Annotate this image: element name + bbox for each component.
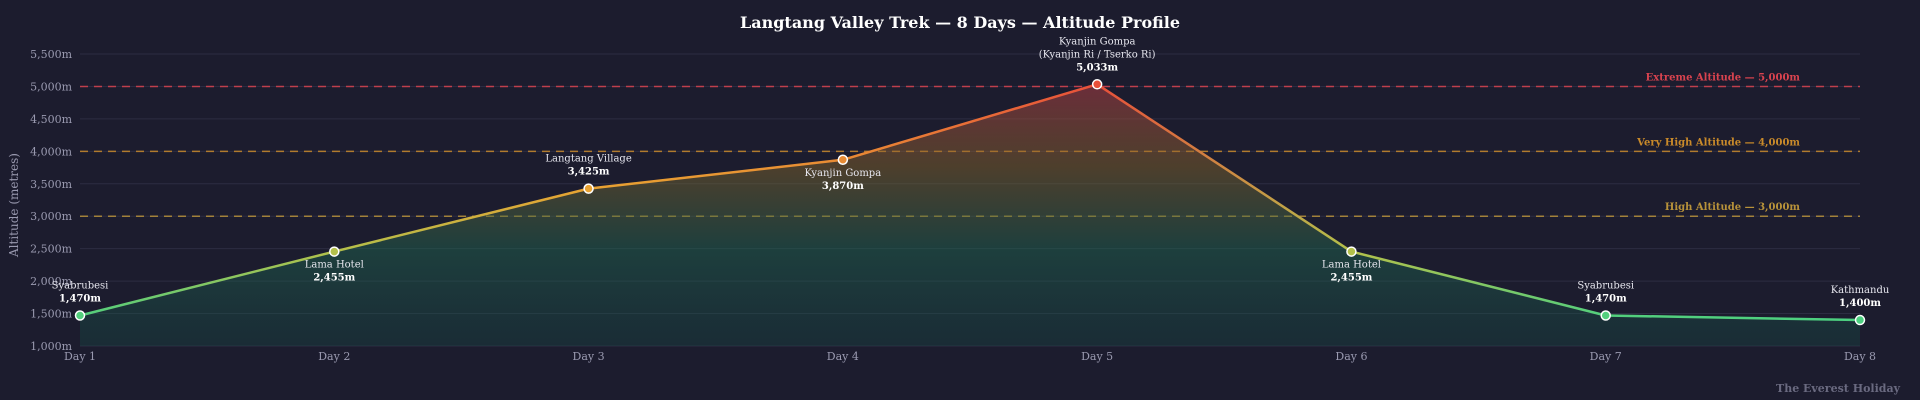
altitude-point	[74, 310, 86, 321]
point-altitude-label: 1,470m	[59, 294, 101, 305]
altitude-point	[583, 183, 594, 194]
x-tick-label: Day 1	[64, 350, 96, 363]
altitude-line-segment	[78, 250, 336, 317]
y-tick-label: 1,500m	[30, 308, 72, 321]
x-tick-label: Day 3	[573, 350, 605, 363]
reference-line-label: Very High Altitude — 4,000m	[1636, 137, 1800, 148]
altitude-point	[1346, 246, 1357, 257]
point-place-label: Kyanjin Gompa	[805, 168, 882, 179]
y-tick-label: 3,500m	[30, 178, 72, 191]
reference-line-label: High Altitude — 3,000m	[1665, 202, 1800, 213]
chart-title: Langtang Valley Trek — 8 Days — Altitude…	[740, 13, 1180, 32]
y-tick-label: 1,000m	[30, 340, 72, 353]
y-tick-label: 5,000m	[30, 80, 72, 93]
watermark: The Everest Holiday	[1776, 382, 1901, 395]
x-tick-label: Day 6	[1335, 350, 1367, 363]
y-tick-label: 5,500m	[30, 48, 72, 61]
altitude-line-segment	[841, 83, 1099, 162]
point-place-label: Lama Hotel	[1322, 260, 1381, 271]
x-tick-label: Day 4	[827, 350, 859, 363]
point-altitude-label: 5,033m	[1076, 62, 1118, 73]
point-place-label: Lama Hotel	[305, 260, 364, 271]
point-place-label: Kathmandu	[1831, 285, 1890, 296]
x-tick-label: Day 2	[318, 350, 350, 363]
x-tick-label: Day 8	[1844, 350, 1876, 363]
x-tick-label: Day 7	[1590, 350, 1622, 363]
y-tick-label: 3,000m	[30, 210, 72, 223]
point-altitude-label: 1,470m	[1585, 294, 1627, 305]
point-place-label: (Kyanjin Ri / Tserko Ri)	[1039, 49, 1156, 60]
altitude-line-segment	[333, 187, 590, 253]
point-altitude-label: 2,455m	[1330, 273, 1372, 284]
altitude-point	[1091, 79, 1103, 90]
altitude-line-segment	[1095, 83, 1353, 253]
point-altitude-label: 1,400m	[1839, 298, 1881, 309]
point-place-label: Kyanjin Gompa	[1059, 36, 1136, 47]
y-tick-label: 2,500m	[30, 243, 72, 256]
point-altitude-label: 2,455m	[313, 273, 355, 284]
altitude-point	[329, 246, 340, 257]
point-altitude-label: 3,425m	[568, 167, 610, 178]
point-place-label: Syabrubesi	[1577, 281, 1634, 292]
altitude-point	[1600, 310, 1611, 321]
altitude-line-segment	[1604, 314, 1862, 322]
altitude-point	[837, 154, 849, 166]
y-tick-label: 2,000m	[30, 275, 72, 288]
reference-line-label: Extreme Altitude — 5,000m	[1646, 72, 1801, 83]
altitude-area	[80, 84, 1860, 347]
y-tick-label: 4,000m	[30, 145, 72, 158]
y-tick-label: 4,500m	[30, 113, 72, 126]
altitude-line-segment	[1350, 250, 1607, 317]
point-place-label: Langtang Village	[545, 154, 631, 165]
y-axis-label: Altitude (metres)	[7, 153, 21, 258]
point-altitude-label: 3,870m	[822, 181, 864, 192]
altitude-point	[1854, 314, 1866, 326]
altitude-line-segment	[587, 158, 845, 190]
point-place-label: Syabrubesi	[52, 281, 109, 292]
x-tick-label: Day 5	[1081, 350, 1113, 363]
